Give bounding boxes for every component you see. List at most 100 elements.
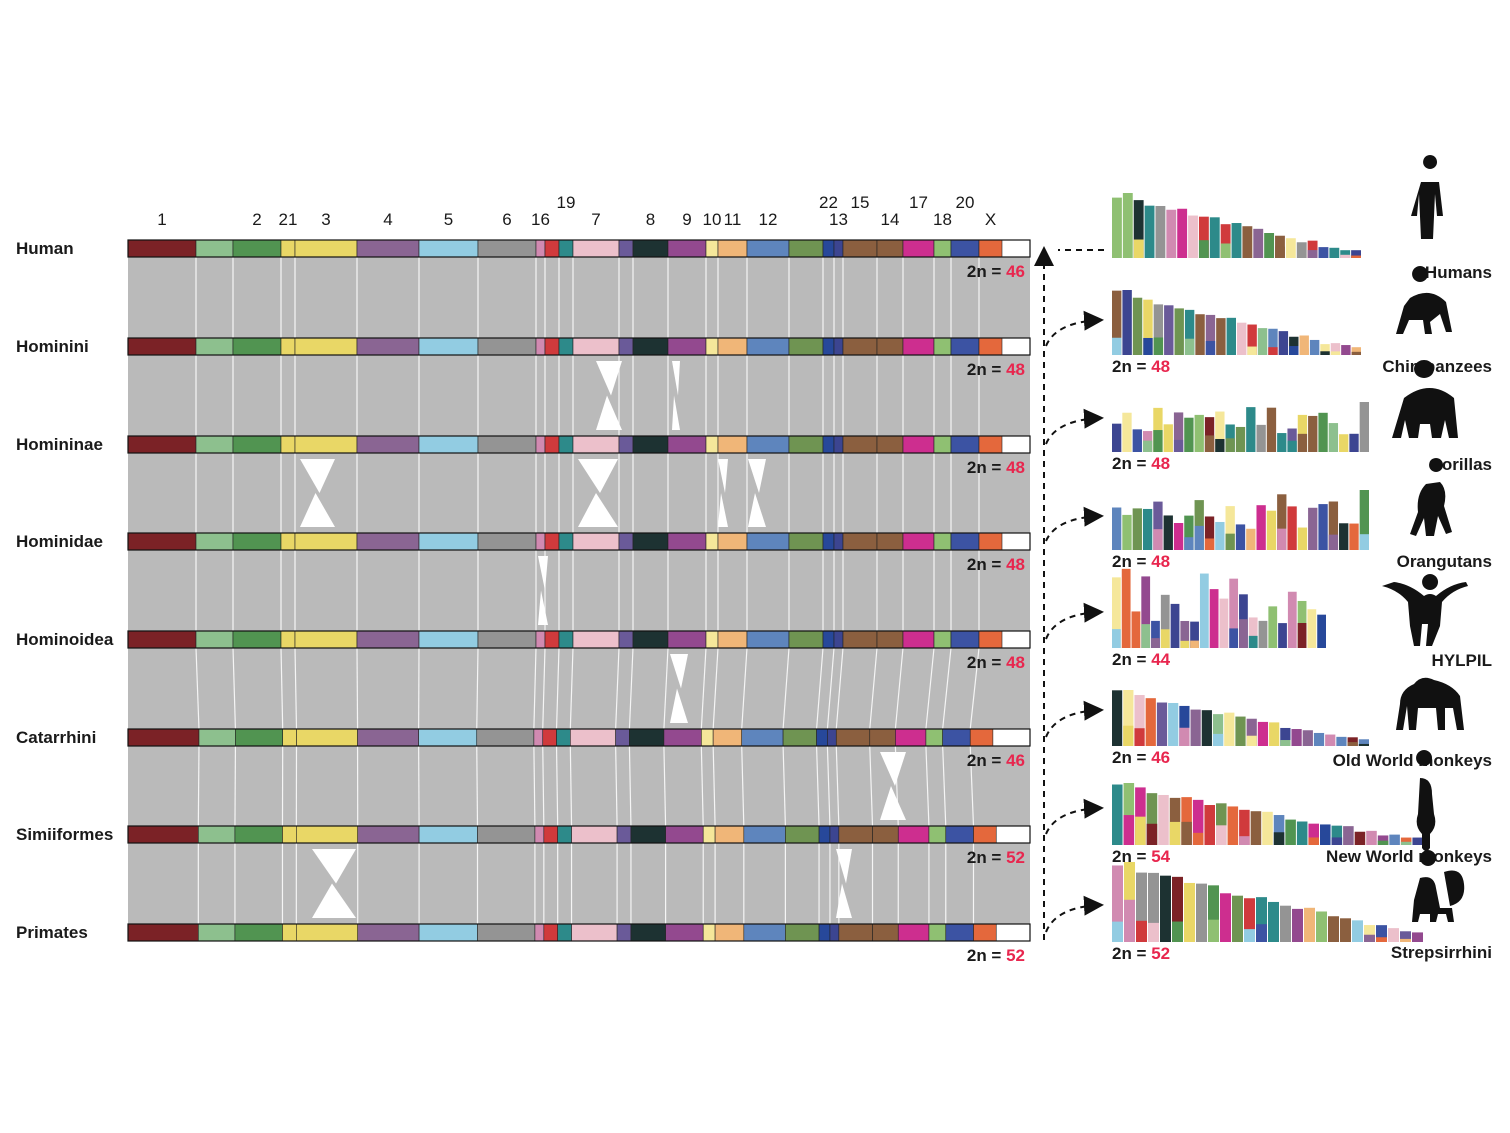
chromosome-label: 15 bbox=[851, 193, 870, 212]
synteny-gap bbox=[280, 647, 284, 730]
species-name: Old World monkeys bbox=[1333, 751, 1492, 770]
species-chromosome-bar bbox=[1209, 589, 1219, 648]
species-chromosome-bar bbox=[1376, 925, 1387, 942]
chromosome-block bbox=[571, 825, 618, 844]
chromosome-block bbox=[838, 923, 873, 942]
chromosome-block bbox=[833, 435, 844, 454]
chromosome-block bbox=[785, 923, 820, 942]
chromosome-block bbox=[571, 923, 618, 942]
species-chromosome-bar bbox=[1198, 216, 1209, 258]
chromosome-block bbox=[872, 923, 899, 942]
species-chromosome-bar bbox=[1285, 238, 1296, 258]
lineage-arrow bbox=[1045, 798, 1104, 835]
new-world-monkey-silhouette-icon bbox=[1416, 750, 1436, 851]
lineage-diploid-number: 2n = 46 bbox=[967, 262, 1025, 281]
species-chromosome-bar bbox=[1285, 819, 1296, 845]
lineage-karyotype-bar bbox=[127, 923, 1031, 942]
chromosome-block bbox=[418, 532, 479, 551]
lineage-name: Hominini bbox=[16, 337, 89, 356]
chromosome-block bbox=[280, 532, 296, 551]
chromosome-block bbox=[741, 728, 784, 747]
chromosome-block bbox=[356, 435, 420, 454]
chromosome-block bbox=[945, 923, 974, 942]
chromosome-block bbox=[232, 239, 282, 258]
chromosome-block bbox=[973, 825, 997, 844]
species-chromosome-segment bbox=[1220, 243, 1231, 258]
chromosome-block bbox=[535, 239, 546, 258]
species-chromosome-bar bbox=[1256, 424, 1266, 452]
chromosome-block bbox=[950, 532, 980, 551]
bar-outline bbox=[127, 239, 1031, 258]
lineage-arrow bbox=[1045, 602, 1104, 640]
species-chromosome-bar bbox=[1229, 578, 1239, 648]
chromosome-block bbox=[928, 923, 947, 942]
species-chromosome-bar bbox=[1216, 318, 1226, 355]
chromosome-block bbox=[933, 435, 952, 454]
chromosome-block bbox=[942, 728, 971, 747]
species-chromosome-segment bbox=[1268, 347, 1278, 355]
species-chromosome-bar bbox=[1209, 217, 1220, 258]
species-chromosome-bar bbox=[1320, 824, 1331, 845]
synteny-gap bbox=[969, 745, 975, 827]
chromosome-block bbox=[618, 337, 634, 356]
species-chromosome-bar bbox=[1184, 309, 1195, 355]
chromosome-block bbox=[705, 435, 719, 454]
species-chromosome-bar bbox=[1112, 290, 1122, 355]
lineage-name: Simiiformes bbox=[16, 825, 113, 844]
species-chromosome-segment bbox=[1112, 337, 1122, 355]
synteny-gap bbox=[628, 745, 632, 827]
chromosome-block bbox=[945, 825, 974, 844]
chromosome-label: 17 bbox=[909, 193, 928, 212]
chromosome-block bbox=[127, 825, 199, 844]
chromosome-block bbox=[702, 825, 716, 844]
lineage-name: Homininae bbox=[16, 435, 103, 454]
species-chromosome-segment bbox=[1307, 250, 1318, 258]
species-chromosome-segment bbox=[1190, 640, 1199, 648]
chromosome-block bbox=[195, 337, 234, 356]
lineage-arrow bbox=[1045, 895, 1104, 933]
species-chromosome-bar bbox=[1208, 885, 1219, 942]
chromosome-block bbox=[782, 728, 817, 747]
chromosome-block bbox=[829, 825, 840, 844]
synteny-gap bbox=[741, 745, 745, 827]
chromosome-block bbox=[876, 435, 904, 454]
species-karyotype-panel: 2n = 48 Orangutans bbox=[1112, 458, 1492, 571]
species-chromosome-bar bbox=[1292, 908, 1303, 942]
chromosome-block bbox=[788, 532, 824, 551]
species-chromosome-bar bbox=[1266, 510, 1277, 550]
chromosome-block bbox=[572, 532, 620, 551]
synteny-gap bbox=[925, 647, 935, 730]
chromosome-block bbox=[535, 630, 546, 649]
species-chromosome-bar bbox=[1134, 695, 1145, 746]
chromosome-block bbox=[127, 630, 197, 649]
synteny-gap bbox=[942, 745, 947, 827]
species-chromosome-bar bbox=[1112, 690, 1123, 746]
species-chromosome-bar bbox=[1239, 809, 1250, 845]
chromosome-block bbox=[978, 435, 1003, 454]
species-chromosome-bar bbox=[1246, 407, 1256, 452]
chromosome-label: 9 bbox=[682, 210, 691, 229]
chromosome-label: 12 bbox=[759, 210, 778, 229]
species-chromosome-bar bbox=[1308, 507, 1318, 550]
synteny-gap bbox=[942, 647, 952, 730]
synteny-gap bbox=[826, 745, 831, 827]
species-chromosome-bar bbox=[1188, 215, 1198, 258]
species-chromosome-bar bbox=[1190, 709, 1201, 746]
species-chromosome-bar bbox=[1341, 345, 1351, 355]
species-chromosome-bar bbox=[1220, 224, 1231, 258]
species-chromosome-bar bbox=[1366, 830, 1377, 845]
species-karyotype-panel: 2n = 44 HYLPIL bbox=[1112, 568, 1492, 670]
gibbon-silhouette-icon bbox=[1382, 574, 1468, 646]
chromosome-block bbox=[876, 337, 904, 356]
chromosome-block bbox=[822, 630, 835, 649]
species-chromosome-bar bbox=[1164, 305, 1174, 355]
species-chromosome-bar bbox=[1266, 407, 1277, 452]
inversion-mark bbox=[880, 786, 906, 820]
species-karyotype-panel: 2n = 48 Chimpanzees bbox=[1112, 266, 1492, 376]
chromosome-block bbox=[822, 239, 835, 258]
chromosome-block bbox=[418, 728, 478, 747]
species-chromosome-segment bbox=[1328, 534, 1339, 550]
chromosome-block bbox=[127, 435, 197, 454]
chromosome-block bbox=[234, 825, 283, 844]
lineage-karyotype-bar bbox=[127, 337, 1031, 356]
